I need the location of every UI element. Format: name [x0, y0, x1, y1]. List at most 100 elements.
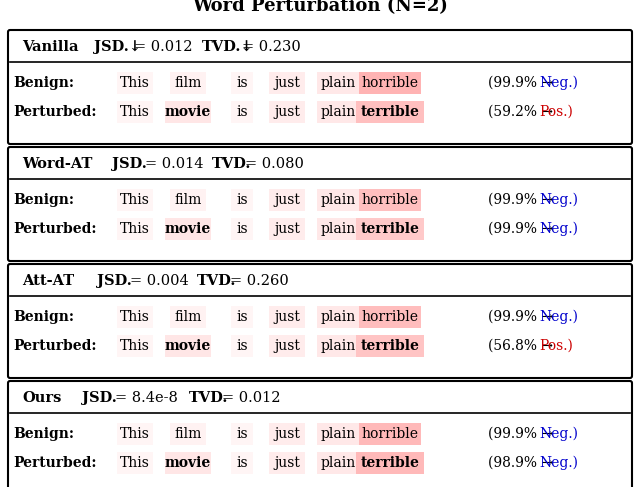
Text: Perturbed:: Perturbed: — [13, 456, 97, 470]
Text: This: This — [120, 105, 150, 119]
Text: movie: movie — [165, 456, 211, 470]
Bar — [231, 72, 253, 94]
Bar — [165, 101, 211, 123]
Bar — [359, 189, 421, 211]
Bar — [269, 218, 305, 240]
Text: (99.9% →: (99.9% → — [488, 222, 553, 236]
Bar — [356, 335, 424, 357]
Text: horrible: horrible — [362, 193, 419, 207]
Text: Neg.): Neg.) — [540, 222, 579, 236]
Text: This: This — [120, 310, 150, 324]
FancyBboxPatch shape — [8, 264, 632, 378]
Text: (56.8% →: (56.8% → — [488, 339, 553, 353]
Text: film: film — [174, 76, 202, 90]
Bar — [117, 218, 152, 240]
Bar — [231, 306, 253, 328]
Bar — [356, 101, 424, 123]
Bar — [165, 218, 211, 240]
Text: Neg.): Neg.) — [540, 456, 579, 470]
Text: terrible: terrible — [360, 456, 419, 470]
FancyBboxPatch shape — [8, 147, 632, 261]
Text: Neg.): Neg.) — [540, 76, 579, 90]
Text: terrible: terrible — [360, 339, 419, 353]
Text: = 0.080: = 0.080 — [245, 157, 304, 171]
Bar — [117, 72, 152, 94]
Text: TVD.: TVD. — [212, 157, 252, 171]
Text: Word Perturbation (N=2): Word Perturbation (N=2) — [192, 0, 448, 15]
Text: Perturbed:: Perturbed: — [13, 339, 97, 353]
Text: = 0.012: = 0.012 — [134, 40, 193, 54]
Text: is: is — [236, 456, 248, 470]
Text: terrible: terrible — [360, 105, 419, 119]
Bar — [317, 306, 359, 328]
Text: (59.2% →: (59.2% → — [488, 105, 553, 119]
Text: just: just — [274, 193, 300, 207]
Bar — [117, 189, 152, 211]
Text: plain: plain — [321, 427, 356, 441]
Text: (99.9% →: (99.9% → — [488, 193, 553, 207]
Bar — [269, 335, 305, 357]
Text: is: is — [236, 193, 248, 207]
Text: plain: plain — [321, 76, 356, 90]
Bar — [359, 72, 421, 94]
Bar — [317, 72, 359, 94]
Text: Benign:: Benign: — [13, 427, 74, 441]
Text: Neg.): Neg.) — [540, 427, 579, 441]
Text: plain: plain — [321, 222, 356, 236]
Bar — [317, 189, 359, 211]
Text: just: just — [274, 310, 300, 324]
FancyBboxPatch shape — [8, 30, 632, 144]
Bar — [269, 189, 305, 211]
Text: movie: movie — [165, 222, 211, 236]
Text: This: This — [120, 193, 150, 207]
Text: just: just — [274, 76, 300, 90]
Bar — [231, 423, 253, 445]
Text: = 0.004: = 0.004 — [130, 274, 189, 288]
Text: This: This — [120, 427, 150, 441]
Text: terrible: terrible — [360, 222, 419, 236]
Bar — [231, 218, 253, 240]
Text: JSD.↓: JSD.↓ — [94, 40, 141, 54]
Text: Neg.): Neg.) — [540, 310, 579, 324]
Text: = 8.4e-8: = 8.4e-8 — [115, 391, 178, 405]
Text: = 0.012: = 0.012 — [222, 391, 280, 405]
Bar — [269, 452, 305, 474]
Text: This: This — [120, 339, 150, 353]
Bar — [117, 452, 152, 474]
Bar — [359, 423, 421, 445]
Text: Neg.): Neg.) — [540, 193, 579, 207]
Text: movie: movie — [165, 339, 211, 353]
Text: Att-AT: Att-AT — [22, 274, 74, 288]
Bar — [231, 452, 253, 474]
Bar — [170, 72, 205, 94]
Text: = 0.260: = 0.260 — [230, 274, 289, 288]
Bar — [170, 189, 205, 211]
Text: plain: plain — [321, 456, 356, 470]
Text: just: just — [274, 105, 300, 119]
Text: horrible: horrible — [362, 427, 419, 441]
Text: horrible: horrible — [362, 310, 419, 324]
Bar — [269, 101, 305, 123]
Text: (99.9% →: (99.9% → — [488, 427, 553, 441]
Text: horrible: horrible — [362, 76, 419, 90]
Bar — [231, 189, 253, 211]
Text: just: just — [274, 222, 300, 236]
Text: = 0.230: = 0.230 — [242, 40, 301, 54]
Text: just: just — [274, 427, 300, 441]
Text: Perturbed:: Perturbed: — [13, 222, 97, 236]
Text: is: is — [236, 427, 248, 441]
Bar — [317, 452, 359, 474]
Bar — [269, 423, 305, 445]
Text: This: This — [120, 222, 150, 236]
Text: JSD.: JSD. — [112, 157, 147, 171]
Bar — [317, 218, 359, 240]
Text: Perturbed:: Perturbed: — [13, 105, 97, 119]
Text: is: is — [236, 222, 248, 236]
Text: film: film — [174, 310, 202, 324]
Text: = 0.014: = 0.014 — [145, 157, 204, 171]
Bar — [165, 335, 211, 357]
Text: Pos.): Pos.) — [540, 105, 573, 119]
Text: film: film — [174, 427, 202, 441]
Bar — [356, 218, 424, 240]
Text: movie: movie — [165, 105, 211, 119]
